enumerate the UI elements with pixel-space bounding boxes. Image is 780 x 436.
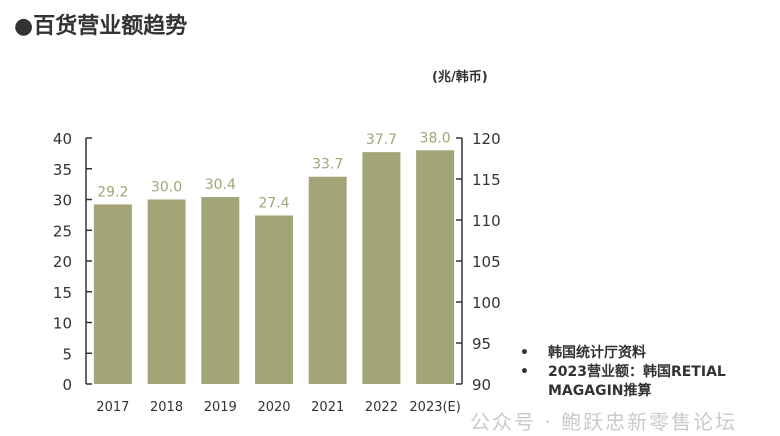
y2-tick-label: 100 (472, 294, 501, 312)
x-tick-label: 2019 (204, 400, 237, 415)
y2-tick-label: 110 (472, 212, 501, 230)
source-notes: • 韩国统计厅资料 • 2023营业额：韩国RETIAL MAGAGIN推算 (520, 344, 770, 401)
bar-2023(E) (416, 150, 455, 384)
y-tick-label: 30 (53, 192, 72, 210)
bar-2021 (308, 176, 347, 384)
y-tick-label: 15 (53, 284, 72, 302)
y-tick-label: 20 (53, 253, 72, 271)
y2-tick-label: 120 (472, 130, 501, 148)
y2-tick-label: 105 (472, 253, 501, 271)
y-tick-label: 10 (53, 315, 72, 333)
data-label: 38.0 (420, 130, 451, 146)
note-item: • 2023营业额：韩国RETIAL MAGAGIN推算 (520, 363, 770, 401)
y-tick-label: 35 (53, 161, 72, 179)
y-tick-label: 0 (62, 376, 72, 394)
watermark: 公众号 · 鲍跃忠新零售论坛 (470, 410, 738, 434)
bullet: • (520, 364, 529, 380)
data-label: 30.4 (205, 177, 236, 193)
page-title: ●百货营业额趋势 (14, 14, 188, 39)
bar-2022 (362, 152, 401, 384)
data-label: 27.4 (258, 195, 289, 211)
bullet: • (520, 345, 529, 361)
y-tick-label: 5 (62, 345, 72, 363)
y-tick-label: 25 (53, 222, 72, 240)
y2-tick-label: 95 (472, 335, 491, 353)
bar-2017 (93, 204, 132, 384)
x-tick-label: 2017 (96, 400, 129, 415)
note-text: 韩国统计厅资料 (548, 345, 646, 361)
y2-tick-label: 90 (472, 376, 491, 394)
note-item: • 韩国统计厅资料 (520, 344, 770, 363)
data-label: 37.7 (366, 132, 397, 148)
x-tick-label: 2018 (150, 400, 183, 415)
x-tick-label: 2020 (257, 400, 290, 415)
note-text: 2023营业额：韩国RETIAL MAGAGIN推算 (548, 364, 726, 399)
data-label: 30.0 (151, 180, 182, 196)
bar-2020 (255, 215, 293, 384)
y-tick-label: 40 (53, 130, 72, 148)
x-tick-label: 2022 (365, 400, 398, 415)
y2-tick-label: 115 (472, 171, 501, 189)
unit-label: (兆/韩币) (432, 70, 488, 85)
x-tick-label: 2023(E) (409, 400, 460, 415)
bar-2018 (147, 199, 186, 384)
data-label: 33.7 (312, 157, 343, 173)
data-label: 29.2 (97, 184, 128, 200)
x-tick-label: 2021 (311, 400, 344, 415)
bar-2019 (201, 197, 240, 384)
